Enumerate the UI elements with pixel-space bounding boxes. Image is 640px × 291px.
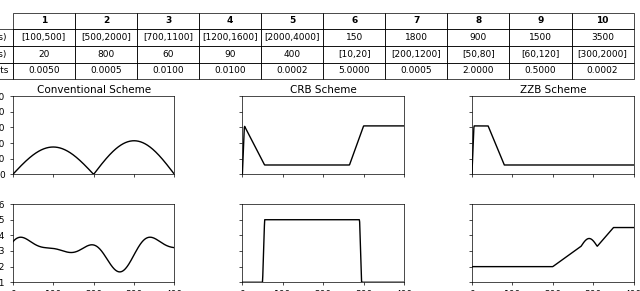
- Title: CRB Scheme: CRB Scheme: [290, 86, 356, 95]
- Title: ZZB Scheme: ZZB Scheme: [520, 86, 586, 95]
- Title: Conventional Scheme: Conventional Scheme: [36, 86, 150, 95]
